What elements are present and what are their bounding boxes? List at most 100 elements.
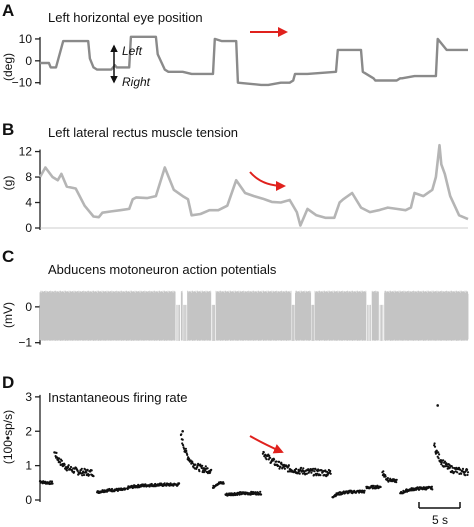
panel-d-point <box>418 488 421 491</box>
panel-d-point <box>435 449 438 452</box>
panel-d-point <box>319 474 322 477</box>
panel-d-point <box>437 457 440 460</box>
panel-d-point <box>92 475 95 478</box>
left-label: Left <box>122 44 143 58</box>
panel-d-point <box>466 473 469 476</box>
panel-d-point <box>298 472 301 475</box>
panel-d-point <box>461 467 465 470</box>
panel-d-point <box>300 466 303 469</box>
panel-d-point <box>430 485 433 488</box>
panel-d-plot <box>38 404 470 499</box>
panel-d-point <box>313 470 316 473</box>
panel-d-point <box>278 467 281 470</box>
panel-d-point <box>466 471 470 474</box>
panel-d-point <box>283 467 286 470</box>
direction-indicator: Left Right <box>110 44 151 89</box>
panel-d-point <box>395 478 398 481</box>
panel-d-point <box>261 452 264 455</box>
panel-d-ylabel: (100•sp/s) <box>1 410 15 464</box>
time-scalebar: 5 s <box>418 502 461 527</box>
panel-d-point <box>110 487 114 491</box>
panel-d-point <box>280 461 283 464</box>
panel-b: B Left lateral rectus muscle tension (g)… <box>1 120 469 235</box>
panel-d-point <box>277 464 280 467</box>
panel-d-point <box>262 451 265 454</box>
panel-d-point <box>50 480 54 483</box>
panel-d-y-axis: 3 2 1 0 <box>25 390 41 507</box>
panel-b-title: Left lateral rectus muscle tension <box>48 125 238 140</box>
panel-d-point <box>76 469 79 472</box>
panel-d-tick-label: 3 <box>25 390 32 404</box>
panel-d-point <box>433 442 436 445</box>
panel-d-point <box>452 471 456 474</box>
panel-d-point <box>203 467 206 470</box>
panel-d-point <box>59 461 62 464</box>
panel-d-point <box>295 467 298 470</box>
panel-d-point <box>55 451 58 454</box>
panel-d-point <box>183 447 186 450</box>
panel-d-point <box>438 453 441 456</box>
panel-d-point <box>254 491 257 494</box>
panel-d-point <box>198 470 201 473</box>
panel-d-point <box>329 472 332 475</box>
panel-d-point <box>202 469 205 472</box>
panel-d-point <box>379 485 382 489</box>
panel-d-point <box>184 447 187 450</box>
panel-d-point <box>239 491 242 494</box>
panel-d-point <box>294 470 297 473</box>
panel-a-tick-label: 10 <box>19 32 33 46</box>
panel-d-point <box>273 458 276 461</box>
panel-d-point <box>85 471 88 474</box>
panel-d-point <box>80 467 83 470</box>
panel-d-point <box>433 445 437 448</box>
panel-d-point <box>310 471 313 474</box>
panel-d-point <box>363 489 366 492</box>
panel-a-plot <box>40 35 468 87</box>
panel-b-tick-label: 12 <box>19 145 33 159</box>
panel-d-point <box>187 457 191 460</box>
panel-d-point <box>67 464 70 467</box>
panel-d-point <box>442 459 445 462</box>
panel-d-point <box>222 482 225 485</box>
panel-a-letter: A <box>2 1 14 20</box>
panel-c-tick-label: −1 <box>18 336 32 350</box>
panel-d-point <box>182 444 185 447</box>
panel-a-tick-label: 0 <box>25 54 32 68</box>
panel-d-point <box>200 466 203 470</box>
panel-d-point <box>204 465 207 468</box>
panel-a-tick-label: −10 <box>12 76 33 90</box>
red-arrow-b <box>249 171 286 191</box>
panel-d-point <box>124 487 127 490</box>
panel-d-point <box>186 453 189 456</box>
panel-d-point <box>279 465 282 468</box>
panel-b-plot <box>38 143 469 229</box>
panel-c-title: Abducens motoneuron action potentials <box>48 262 277 277</box>
panel-d-point <box>178 482 181 485</box>
panel-d-point <box>311 469 314 472</box>
panel-a-series-line <box>40 35 468 87</box>
panel-c-y-axis: 0 −1 <box>18 300 41 350</box>
panel-d-peak-point <box>436 404 439 407</box>
panel-d-point <box>278 460 281 463</box>
right-label: Right <box>122 75 151 89</box>
panel-d-point <box>269 456 272 459</box>
panel-d-point <box>210 468 213 471</box>
panel-d-point <box>314 467 317 470</box>
panel-d-tick-label: 1 <box>25 459 32 473</box>
panel-d-point <box>267 458 270 461</box>
panel-d-point <box>63 463 66 466</box>
panel-d-point <box>329 469 332 473</box>
panel-d-point <box>372 484 375 487</box>
panel-d-point <box>204 469 207 472</box>
scalebar-label: 5 s <box>432 513 448 527</box>
panel-c: C Abducens motoneuron action potentials … <box>1 247 469 350</box>
panel-c-tick-label: 0 <box>25 300 32 314</box>
panel-d-point <box>312 467 315 470</box>
panel-d: D Instantaneous firing rate (100•sp/s) 3… <box>1 373 470 507</box>
panel-d-point <box>238 493 241 496</box>
panel-d-point <box>457 466 461 469</box>
panel-d-point <box>466 468 469 471</box>
panel-d-point <box>60 459 64 462</box>
panel-d-point <box>431 488 434 491</box>
